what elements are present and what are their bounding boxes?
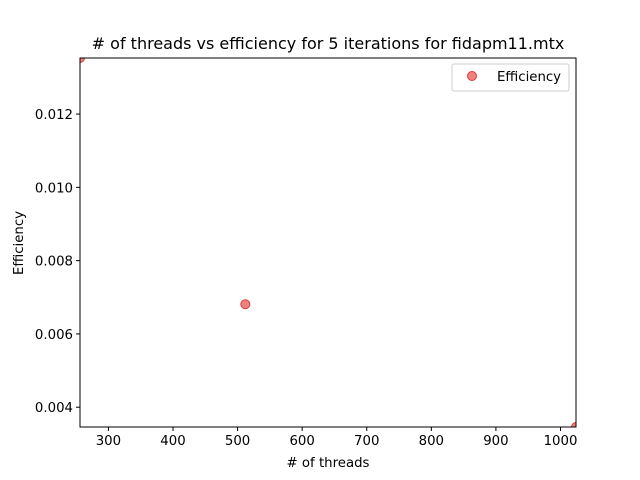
- y-axis-label: Efficiency: [12, 211, 27, 275]
- x-tick-label: 500: [225, 434, 250, 449]
- x-axis-ticks: 300 400 500 600 700 800 900 1000: [96, 427, 578, 449]
- y-tick-label: 0.006: [35, 328, 73, 343]
- x-tick-label: 900: [483, 434, 508, 449]
- y-tick-label: 0.004: [35, 401, 73, 416]
- y-tick-label: 0.008: [35, 255, 73, 270]
- legend-marker: [467, 71, 477, 81]
- data-point: [80, 58, 85, 63]
- legend: Efficiency: [451, 63, 570, 92]
- x-axis-label: # of threads: [287, 456, 370, 471]
- y-axis-ticks: 0.004 0.006 0.008 0.010 0.012: [35, 108, 80, 416]
- x-tick-label: 700: [354, 434, 379, 449]
- x-tick-label: 400: [160, 434, 185, 449]
- data-point: [571, 422, 576, 427]
- chart-title: # of threads vs efficiency for 5 iterati…: [92, 34, 565, 53]
- x-tick-label: 800: [419, 434, 444, 449]
- data-point: [240, 299, 251, 310]
- plot-frame: [79, 57, 577, 428]
- y-tick-label: 0.010: [35, 181, 73, 196]
- legend-frame: [451, 63, 570, 92]
- y-tick-label: 0.012: [35, 108, 73, 123]
- x-tick-label: 1000: [544, 434, 578, 449]
- x-tick-label: 300: [96, 434, 121, 449]
- scatter-points: [80, 58, 576, 427]
- legend-label: Efficiency: [497, 70, 561, 85]
- x-tick-label: 600: [289, 434, 314, 449]
